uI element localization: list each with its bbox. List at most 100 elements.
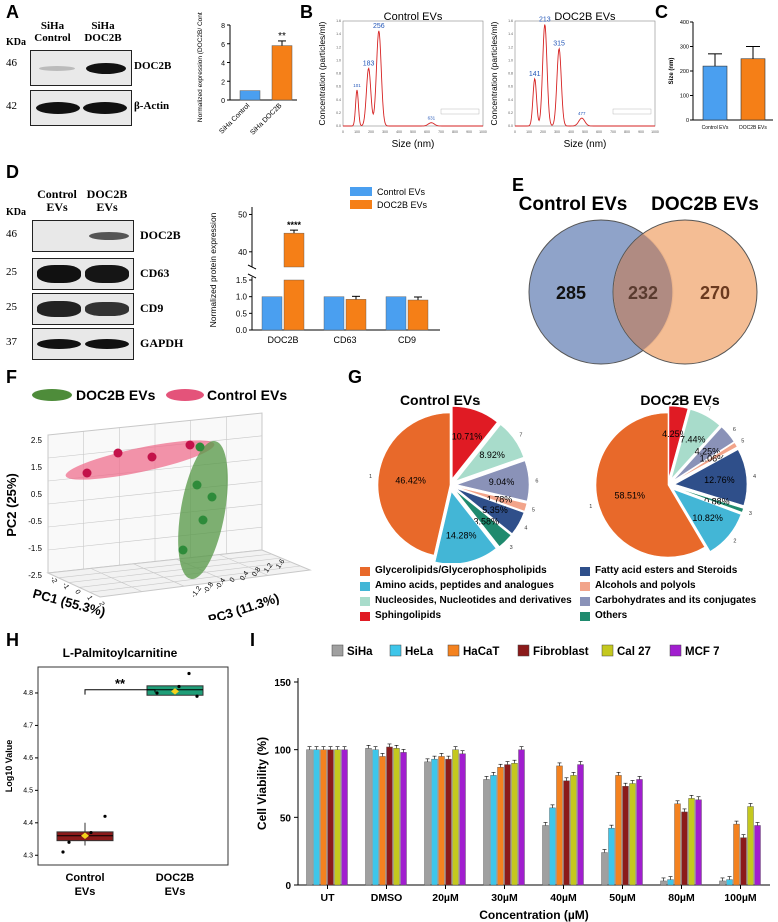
bar — [334, 749, 341, 886]
axis-break — [247, 273, 257, 279]
doc2b-point — [207, 492, 217, 502]
size-distribution-line — [515, 24, 655, 127]
y-tick-label: 0.0 — [508, 124, 513, 128]
pie-slice — [673, 426, 735, 481]
y-tick-label: 0.4 — [508, 98, 513, 102]
blot-d-mw: 46 — [6, 228, 17, 240]
pie-slice-number: 4 — [753, 474, 756, 480]
y-tick-label: 0.5 — [236, 309, 248, 318]
bar — [490, 775, 497, 886]
blot-d-strip — [32, 293, 134, 325]
x-tick-label: 1000 — [479, 130, 487, 134]
blot-band — [89, 232, 129, 240]
pc1-tick-label: -1 — [61, 582, 70, 591]
legend-label: DOC2B EVs — [377, 200, 428, 210]
bar — [511, 762, 518, 886]
pie-slice — [668, 405, 689, 479]
legend-swatch — [350, 200, 372, 209]
blot-d-mw: 25 — [6, 266, 17, 278]
y-axis-label: Normalized protein expression — [208, 212, 218, 327]
bar — [283, 279, 305, 331]
blot-a-actin — [30, 90, 132, 126]
y-tick-label: 6 — [221, 42, 225, 49]
bar — [719, 880, 726, 886]
pie-slice-label: 46.42% — [395, 476, 426, 486]
pie-slice — [434, 491, 497, 563]
bar — [674, 803, 681, 886]
y-tick-label: 1.6 — [336, 19, 341, 23]
blot-band — [86, 63, 126, 74]
pie-slice-number: 6 — [535, 478, 538, 484]
y-tick-label: 1.4 — [336, 32, 341, 36]
significance-bracket — [84, 689, 156, 695]
y-tick-label: 400 — [680, 20, 689, 26]
y-tick-label: 0.2 — [508, 111, 513, 115]
bar — [385, 296, 407, 331]
control-point — [147, 452, 157, 462]
legend-swatch — [360, 597, 370, 606]
y-axis-label: Concentration (particles/ml) — [489, 21, 499, 125]
peak-label: 631 — [428, 116, 436, 121]
legend-label-control: Control EVs — [207, 387, 287, 403]
pc2-tick-label: -1.5 — [28, 544, 42, 553]
pc2-tick-label: -2.5 — [28, 571, 42, 580]
y-tick-label: 1.4 — [508, 32, 513, 36]
bar — [445, 758, 452, 886]
bar — [365, 748, 372, 886]
blot-a-mw-1: 46 — [6, 57, 17, 69]
pie-slice-label: 7.44% — [680, 435, 706, 445]
pc3-tick-label: 0.8 — [251, 566, 262, 578]
legend-swatch — [669, 644, 682, 657]
legend-label: Amino acids, peptides and analogues — [375, 580, 554, 591]
pie-slice-label: 1.06% — [700, 454, 726, 464]
legend-label: HeLa — [405, 646, 434, 658]
pie-slice-number: 4 — [524, 526, 527, 532]
pie-slice-number: 7 — [519, 433, 522, 439]
y-tick-label: 1.2 — [508, 45, 513, 49]
chart-a-bar: 0 2 4 6 8 Normalized expression (DOC2B/ Contr… — [197, 12, 297, 137]
data-point — [103, 814, 107, 818]
chart-e-venn: Control EVs DOC2B EVs 285 232 270 — [519, 194, 759, 365]
pie-slice-label: 1.78% — [487, 495, 513, 505]
bar — [313, 749, 320, 886]
y-tick-label: 1.0 — [236, 293, 248, 302]
bar — [261, 296, 283, 331]
bar — [549, 807, 556, 886]
size-distribution-line — [343, 30, 483, 127]
doc2b-ellipse — [178, 440, 228, 580]
x-tick-label: UT — [321, 892, 336, 904]
x-tick-label: DOC2B EVs — [739, 125, 767, 131]
y-tick-label: 0.8 — [508, 72, 513, 76]
bar — [483, 779, 490, 886]
kda-label-a: KDa — [6, 37, 26, 48]
x-tick-label: 500 — [582, 130, 588, 134]
bar — [438, 756, 445, 886]
bar — [424, 761, 431, 886]
grid-line — [90, 568, 143, 592]
doc2b-point — [192, 480, 202, 490]
bar — [459, 753, 466, 886]
x-tick-label: SiHa Control — [218, 102, 251, 135]
grid-line — [89, 565, 301, 593]
y-tick-label: 0 — [285, 881, 291, 892]
y-axis-label: Concentration (particles/ml) — [317, 21, 327, 125]
x-tick-label: 50µM — [609, 892, 636, 904]
y-tick-label: 50 — [280, 813, 292, 824]
peak-label: 477 — [578, 111, 586, 116]
y-tick-label: 0.0 — [336, 124, 341, 128]
kda-label-d: KDa — [6, 207, 26, 218]
blot-a-mw-2: 42 — [6, 100, 17, 112]
y-tick-label: 0 — [686, 118, 689, 124]
bar — [452, 749, 459, 886]
x-tick-label: 900 — [638, 130, 644, 134]
legend-label: MCF 7 — [685, 646, 720, 658]
panel-label-c: C — [655, 2, 668, 22]
y-tick-label: 4 — [221, 61, 225, 68]
x-tick-label: 100 — [526, 130, 532, 134]
blot-band — [85, 265, 129, 283]
x-tick-label: SiHa DOC2B — [249, 102, 283, 136]
legend-box — [612, 108, 652, 115]
x-tick-label: 500 — [410, 130, 416, 134]
pie-title: DOC2B EVs — [640, 392, 720, 408]
bar — [570, 775, 577, 886]
